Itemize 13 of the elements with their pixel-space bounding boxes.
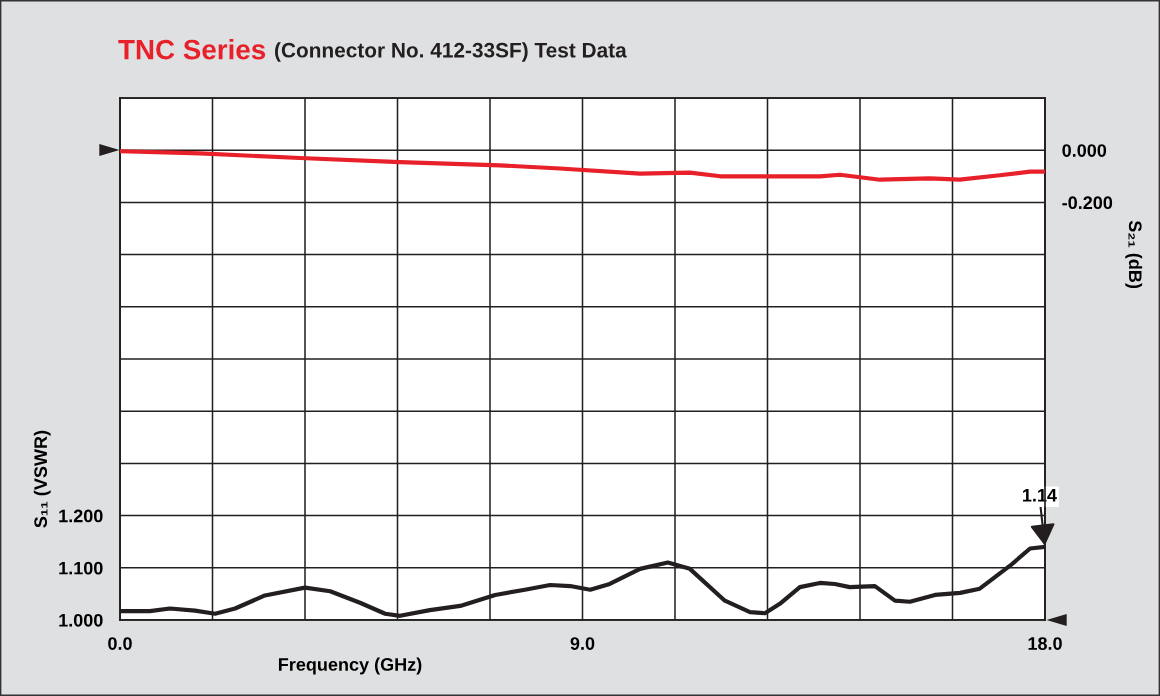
x-tick-label: 9.0 xyxy=(570,637,595,650)
y-tick-label: 1.200 xyxy=(59,509,103,523)
chart-subtitle: (Connector No. 412-33SF) Test Data xyxy=(275,42,627,62)
x-tick-label: 18.0 xyxy=(1028,637,1062,650)
x-axis-title: Frequency (GHz) xyxy=(278,657,422,675)
y2-axis-title: S₂₁ (dB) xyxy=(1125,220,1143,289)
y-tick-label: 1.100 xyxy=(59,561,103,575)
y2-tick-label: -0.200 xyxy=(1062,196,1113,210)
x-tick-label: 0.0 xyxy=(108,637,132,650)
y-tick-label: 1.000 xyxy=(59,613,103,627)
chart-title: TNC Series xyxy=(118,39,266,60)
y2-tick-label: 0.000 xyxy=(1062,144,1107,157)
y-axis-title: S₁₁ (VSWR) xyxy=(33,430,51,528)
